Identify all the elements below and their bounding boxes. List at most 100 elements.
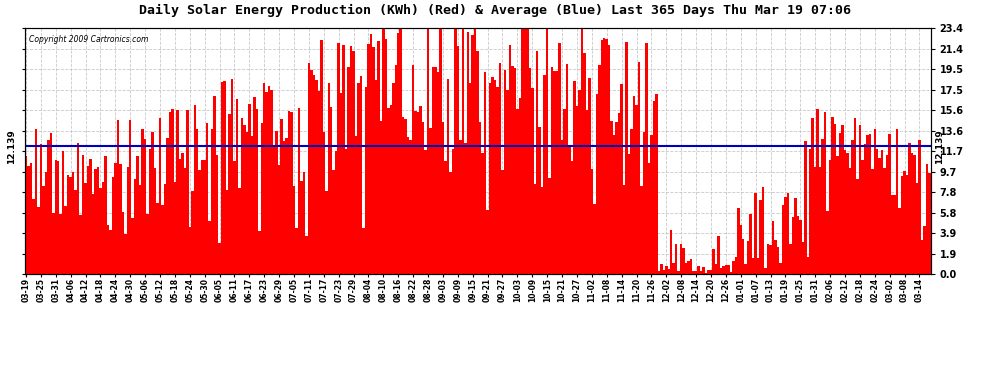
Bar bbox=[519, 98, 521, 274]
Bar bbox=[293, 186, 295, 274]
Bar bbox=[43, 186, 45, 274]
Bar bbox=[685, 263, 687, 274]
Bar bbox=[720, 268, 722, 274]
Bar bbox=[752, 258, 754, 274]
Bar bbox=[603, 38, 606, 274]
Bar bbox=[451, 148, 454, 274]
Bar bbox=[923, 226, 926, 274]
Bar bbox=[740, 225, 742, 274]
Bar bbox=[198, 170, 201, 274]
Bar bbox=[921, 240, 923, 274]
Bar bbox=[395, 65, 397, 274]
Bar bbox=[906, 175, 908, 274]
Bar bbox=[171, 109, 173, 274]
Bar bbox=[509, 45, 511, 274]
Bar bbox=[479, 122, 481, 274]
Bar bbox=[122, 212, 124, 274]
Bar bbox=[432, 67, 435, 274]
Bar bbox=[680, 244, 682, 274]
Bar bbox=[153, 168, 156, 274]
Bar bbox=[817, 109, 819, 274]
Bar bbox=[697, 266, 700, 274]
Bar bbox=[809, 149, 812, 274]
Bar bbox=[762, 187, 764, 274]
Bar bbox=[156, 203, 158, 274]
Bar bbox=[57, 161, 59, 274]
Bar bbox=[415, 111, 417, 274]
Bar bbox=[774, 240, 777, 274]
Bar bbox=[129, 120, 132, 274]
Bar bbox=[623, 185, 626, 274]
Bar bbox=[613, 135, 616, 274]
Bar bbox=[702, 267, 705, 274]
Bar bbox=[209, 220, 211, 274]
Bar bbox=[303, 172, 305, 274]
Bar bbox=[601, 40, 603, 274]
Bar bbox=[343, 45, 345, 274]
Bar bbox=[797, 216, 799, 274]
Bar bbox=[211, 129, 214, 274]
Bar bbox=[77, 143, 79, 274]
Bar bbox=[591, 169, 593, 274]
Bar bbox=[352, 51, 354, 274]
Bar bbox=[387, 108, 390, 274]
Bar bbox=[832, 117, 834, 274]
Bar bbox=[260, 123, 263, 274]
Bar bbox=[746, 240, 749, 274]
Bar bbox=[802, 242, 804, 274]
Bar bbox=[178, 159, 181, 274]
Bar bbox=[449, 172, 451, 274]
Bar bbox=[687, 261, 690, 274]
Bar bbox=[888, 134, 891, 274]
Bar bbox=[466, 32, 469, 274]
Bar bbox=[799, 220, 802, 274]
Bar bbox=[643, 132, 645, 274]
Bar bbox=[789, 244, 792, 274]
Bar bbox=[501, 170, 504, 274]
Bar bbox=[400, 28, 402, 274]
Bar bbox=[147, 214, 148, 274]
Bar bbox=[320, 40, 323, 274]
Bar bbox=[59, 214, 62, 274]
Bar bbox=[812, 118, 814, 274]
Bar bbox=[374, 80, 377, 274]
Bar bbox=[846, 153, 848, 274]
Bar bbox=[476, 51, 479, 274]
Bar bbox=[236, 99, 239, 274]
Bar bbox=[40, 144, 43, 274]
Bar bbox=[829, 160, 832, 274]
Bar bbox=[638, 62, 641, 274]
Bar bbox=[608, 45, 611, 274]
Bar bbox=[127, 167, 129, 274]
Bar bbox=[822, 139, 824, 274]
Bar bbox=[440, 28, 442, 274]
Bar bbox=[626, 42, 628, 274]
Bar bbox=[397, 33, 400, 274]
Bar bbox=[310, 70, 313, 274]
Bar bbox=[410, 140, 412, 274]
Bar bbox=[636, 105, 638, 274]
Bar bbox=[442, 122, 445, 274]
Bar bbox=[367, 44, 369, 274]
Bar bbox=[583, 53, 586, 274]
Bar bbox=[558, 42, 560, 274]
Bar bbox=[878, 158, 881, 274]
Bar bbox=[837, 156, 839, 274]
Bar bbox=[454, 28, 456, 274]
Bar bbox=[586, 110, 588, 274]
Bar bbox=[201, 160, 203, 274]
Bar bbox=[231, 80, 234, 274]
Bar bbox=[650, 135, 652, 274]
Bar bbox=[531, 88, 534, 274]
Bar bbox=[715, 264, 717, 274]
Bar bbox=[916, 183, 918, 274]
Bar bbox=[628, 154, 631, 274]
Bar bbox=[437, 72, 440, 274]
Bar bbox=[258, 231, 260, 274]
Bar bbox=[270, 90, 273, 274]
Bar bbox=[526, 28, 529, 274]
Bar bbox=[898, 208, 901, 274]
Bar bbox=[834, 124, 837, 274]
Bar bbox=[565, 63, 568, 274]
Bar bbox=[283, 141, 285, 274]
